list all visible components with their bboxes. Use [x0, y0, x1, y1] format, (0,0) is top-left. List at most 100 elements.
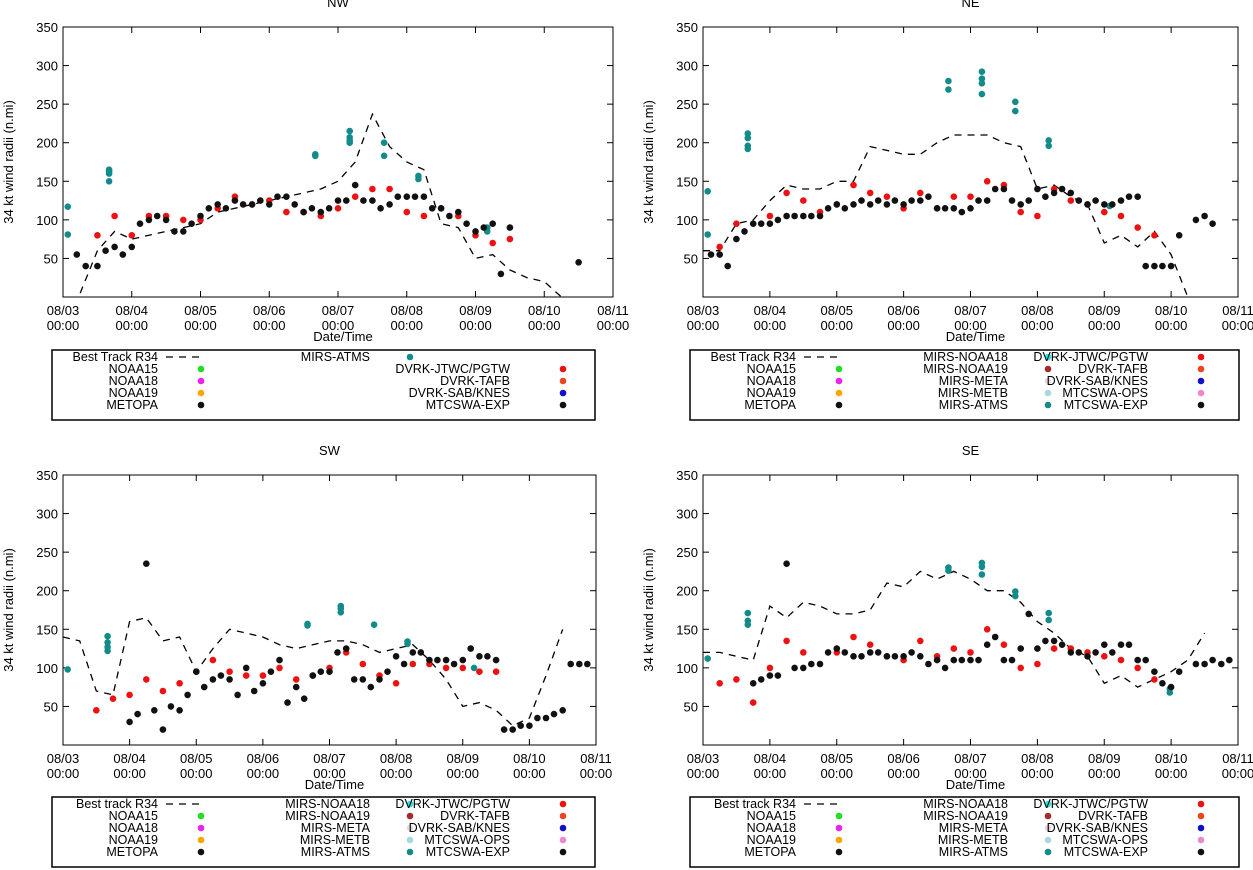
data-point — [950, 645, 958, 652]
x-tick-label-date: 08/10 — [528, 303, 561, 318]
data-point — [64, 203, 72, 210]
data-point — [791, 664, 798, 672]
y-axis-label: 34 kt wind radii (n.mi) — [1, 548, 16, 672]
legend-label: NOAA18 — [109, 821, 158, 835]
data-point — [209, 656, 217, 664]
legend-dot-symbol — [1197, 812, 1205, 820]
plot-area — [703, 559, 1233, 706]
data-point — [1159, 680, 1166, 687]
data-point — [1045, 142, 1052, 150]
legend-label: MIRS-NOAA18 — [923, 797, 1008, 811]
y-tick-label: 300 — [676, 507, 698, 522]
data-point — [1101, 653, 1108, 660]
data-point — [489, 220, 497, 227]
data-point — [167, 703, 175, 710]
data-point — [184, 691, 191, 699]
legend-dot-symbol — [1197, 800, 1205, 808]
data-point — [250, 687, 258, 695]
data-point — [1045, 137, 1052, 144]
data-point — [883, 201, 891, 208]
data-point — [1151, 232, 1158, 239]
data-point — [369, 185, 376, 193]
legend-dot-symbol — [1044, 836, 1052, 844]
data-point — [400, 660, 408, 668]
legend-label: DVRK-JTWC/PGTW — [395, 797, 510, 811]
data-point — [214, 201, 221, 208]
data-point — [239, 201, 247, 208]
x-tick-label-time: 00:00 — [390, 318, 423, 333]
data-point — [334, 205, 342, 212]
data-point — [274, 193, 281, 200]
legend-label: MTCSWA-EXP — [1064, 845, 1148, 859]
data-point — [744, 130, 752, 137]
x-axis-label: Date/Time — [946, 329, 1005, 344]
data-point — [808, 212, 815, 220]
data-point — [584, 660, 591, 668]
y-tick-label: 100 — [36, 661, 58, 676]
data-point — [1017, 664, 1024, 672]
data-point — [800, 197, 807, 204]
data-point — [1050, 637, 1058, 645]
data-point — [517, 722, 524, 729]
y-tick-label: 150 — [36, 174, 58, 189]
legend-label: NOAA15 — [747, 362, 796, 376]
legend-dot-symbol — [559, 836, 567, 844]
data-point — [1101, 641, 1108, 648]
data-point — [266, 201, 273, 208]
data-point — [351, 193, 359, 200]
data-point — [300, 695, 308, 702]
data-point — [866, 189, 874, 197]
legend-dot-symbol — [1044, 377, 1052, 385]
x-tick-label-time: 00:00 — [820, 318, 853, 333]
data-point — [105, 168, 113, 175]
plot-frame — [702, 474, 1239, 746]
legend-dot-symbol — [1197, 377, 1205, 385]
data-point — [500, 726, 508, 733]
legend-dot-symbol — [406, 824, 414, 832]
legend-dot-symbol — [1197, 353, 1205, 361]
data-point — [1125, 641, 1133, 648]
legend-label: MIRS-ATMS — [301, 350, 370, 364]
legend-label: NOAA15 — [109, 362, 158, 376]
x-tick-label-date: 08/09 — [446, 751, 479, 766]
x-tick-label-time: 00:00 — [1088, 766, 1121, 781]
data-point — [724, 262, 731, 270]
data-point — [111, 212, 118, 220]
data-point — [800, 649, 807, 656]
legend-dot-symbol — [1044, 848, 1052, 856]
data-point — [1012, 98, 1019, 106]
legend-label: NOAA18 — [109, 374, 158, 388]
y-tick-label: 150 — [676, 622, 698, 637]
x-tick-label-date: 08/03 — [47, 303, 80, 318]
data-point — [334, 649, 341, 656]
data-point — [159, 687, 167, 695]
legend-dot-symbol — [197, 848, 205, 856]
data-point — [967, 656, 974, 664]
data-point — [1012, 592, 1019, 600]
data-point — [162, 216, 170, 224]
plot-area — [63, 560, 591, 733]
x-tick-label-date: 08/05 — [820, 751, 853, 766]
series-dvrk-jtwc-pgtw — [716, 626, 1158, 706]
legend-dot-symbol — [197, 812, 205, 820]
x-tick-label-date: 08/06 — [253, 303, 286, 318]
y-tick-label: 50 — [684, 251, 698, 266]
data-point — [470, 664, 478, 672]
y-tick-label: 100 — [676, 213, 698, 228]
data-point — [292, 676, 300, 683]
data-point — [417, 649, 425, 656]
data-point — [1151, 668, 1158, 675]
data-point — [866, 201, 874, 208]
data-point — [824, 205, 832, 212]
data-point — [171, 228, 178, 235]
data-point — [437, 205, 445, 212]
data-point — [226, 668, 233, 675]
series-mirs-atms — [704, 68, 1113, 238]
data-point — [403, 208, 411, 216]
legend-label: MIRS-NOAA18 — [285, 797, 370, 811]
data-point — [284, 699, 291, 706]
data-point — [941, 664, 949, 672]
data-point — [334, 197, 342, 204]
